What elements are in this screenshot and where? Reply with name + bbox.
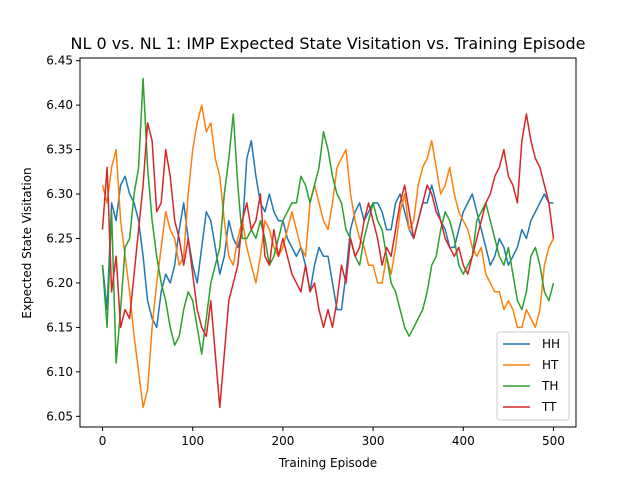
x-tick-label: 0: [99, 434, 107, 448]
y-tick-label: 6.40: [46, 98, 73, 112]
series-line-th: [101, 77, 555, 364]
x-tick-label: 500: [542, 434, 565, 448]
x-tick-label: 200: [271, 434, 294, 448]
y-axis-label: Expected State Visitation: [20, 167, 34, 318]
y-tick-label: 6.15: [46, 320, 73, 334]
x-axis-label: Training Episode: [278, 456, 377, 470]
x-axis: 0 100 200 300 400 500: [99, 427, 565, 448]
x-tick-label: 300: [362, 434, 385, 448]
legend-label-hh: HH: [542, 337, 560, 351]
y-axis: 6.05 6.10 6.15 6.20 6.25 6.30 6.35 6.40 6.45: [46, 54, 80, 423]
y-tick-label: 6.45: [46, 54, 73, 68]
plot-frame: [79, 57, 577, 428]
legend: HH HT TH TT: [496, 331, 570, 421]
legend-label-th: TH: [541, 379, 558, 393]
series-line-ht: [101, 104, 555, 409]
y-tick-label: 6.35: [46, 143, 73, 157]
y-tick-label: 6.30: [46, 187, 73, 201]
legend-box: [496, 331, 570, 421]
y-tick-label: 6.20: [46, 276, 73, 290]
legend-label-tt: TT: [541, 400, 557, 414]
x-tick-label: 400: [452, 434, 475, 448]
series-line-tt: [101, 113, 555, 409]
legend-label-ht: HT: [542, 358, 559, 372]
plot-lines: [101, 77, 555, 409]
y-tick-label: 6.25: [46, 231, 73, 245]
y-tick-label: 6.05: [46, 409, 73, 423]
chart-title: NL 0 vs. NL 1: IMP Expected State Visita…: [71, 34, 586, 53]
x-tick-label: 100: [181, 434, 204, 448]
y-tick-label: 6.10: [46, 365, 73, 379]
